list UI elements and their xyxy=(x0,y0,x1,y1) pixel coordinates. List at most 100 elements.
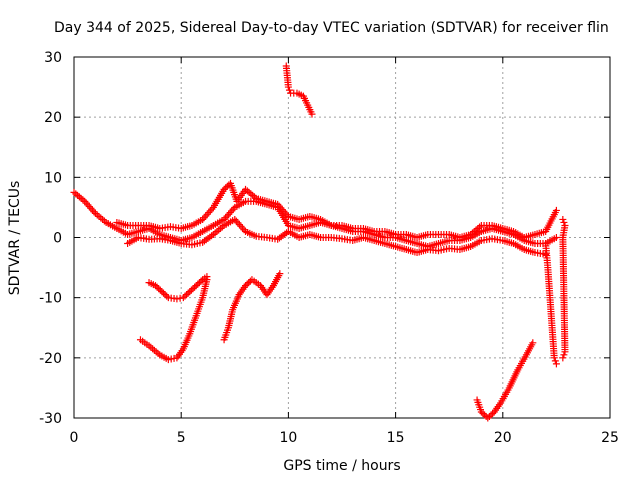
data-point xyxy=(81,197,89,205)
data-point xyxy=(481,411,489,419)
data-point xyxy=(276,270,284,278)
data-point xyxy=(181,292,189,300)
data-point xyxy=(228,207,236,215)
data-point xyxy=(82,199,90,207)
data-point xyxy=(220,185,228,193)
data-point xyxy=(283,211,291,219)
data-point xyxy=(203,210,211,218)
data-point xyxy=(163,292,171,300)
data-point xyxy=(479,409,487,417)
data-point xyxy=(191,283,199,291)
data-point xyxy=(222,184,230,192)
data-point xyxy=(160,289,168,297)
data-point xyxy=(84,201,92,209)
series-end-segment xyxy=(559,215,569,362)
chart-title: Day 344 of 2025, Sidereal Day-to-day VTE… xyxy=(54,20,609,36)
y-tick-labels: -30 -20 -10 0 10 20 30 xyxy=(39,50,62,427)
data-point xyxy=(155,285,163,293)
y-tick-label: -10 xyxy=(39,291,62,307)
data-point xyxy=(183,291,191,299)
data-point xyxy=(225,210,233,218)
series-late-arc xyxy=(473,339,537,422)
data-point xyxy=(199,215,207,223)
data-point xyxy=(156,286,164,294)
x-tick-labels: 0 5 10 15 20 25 xyxy=(70,430,619,446)
data-point xyxy=(223,212,231,220)
data-point xyxy=(308,110,316,118)
data-point xyxy=(208,205,216,213)
data-point xyxy=(277,204,285,212)
x-tick-label: 20 xyxy=(494,430,512,446)
data-point xyxy=(200,214,208,222)
series-lower-band xyxy=(124,215,550,258)
data-point xyxy=(238,224,246,232)
data-point xyxy=(184,289,192,297)
data-markers xyxy=(70,62,569,422)
data-point xyxy=(220,215,228,223)
data-point xyxy=(202,212,210,220)
data-point xyxy=(487,411,495,419)
data-point xyxy=(158,288,166,296)
series-lower-arc-1 xyxy=(145,273,211,303)
series-upper-band xyxy=(113,179,560,241)
data-point xyxy=(485,412,493,420)
data-point xyxy=(173,295,181,303)
data-point xyxy=(284,83,292,91)
data-point xyxy=(245,279,253,287)
x-tick-label: 25 xyxy=(601,430,619,446)
data-point xyxy=(552,206,560,214)
data-point xyxy=(243,280,251,288)
series-main-trend xyxy=(70,188,560,251)
data-point xyxy=(542,250,550,258)
x-tick-label: 0 xyxy=(70,430,79,446)
data-point xyxy=(278,206,286,214)
data-point xyxy=(205,209,213,217)
x-tick-label: 15 xyxy=(387,430,405,446)
series-steep-drop xyxy=(542,240,560,368)
data-point xyxy=(552,360,560,368)
y-tick-label: 10 xyxy=(44,170,62,186)
data-point xyxy=(560,351,568,359)
data-point xyxy=(559,354,567,362)
x-axis-label: GPS time / hours xyxy=(283,458,400,474)
data-point xyxy=(529,339,537,347)
data-point xyxy=(161,291,169,299)
data-point xyxy=(187,286,195,294)
data-point xyxy=(280,207,288,215)
data-point xyxy=(90,208,98,216)
data-point xyxy=(550,354,558,362)
y-tick-label: 20 xyxy=(44,110,62,126)
data-point xyxy=(559,215,567,223)
data-point xyxy=(242,282,250,290)
data-point xyxy=(176,294,184,302)
data-point xyxy=(223,182,231,190)
data-point xyxy=(179,294,187,302)
data-point xyxy=(189,285,197,293)
data-point xyxy=(151,282,159,290)
data-point xyxy=(484,414,492,422)
y-tick-label: -30 xyxy=(39,411,62,427)
data-point xyxy=(551,357,559,365)
data-point xyxy=(194,280,202,288)
data-point xyxy=(226,209,234,217)
data-point xyxy=(552,234,560,241)
data-point xyxy=(281,209,289,217)
data-point xyxy=(232,217,240,225)
x-tick-label: 10 xyxy=(279,430,297,446)
data-point xyxy=(240,226,248,234)
data-point xyxy=(88,206,96,214)
data-point xyxy=(235,221,243,229)
data-point xyxy=(222,214,230,222)
data-point xyxy=(275,202,283,210)
x-tick-label: 5 xyxy=(177,430,186,446)
data-point xyxy=(87,204,95,212)
data-point xyxy=(477,408,485,416)
data-point xyxy=(229,205,237,213)
series-lower-arc-3 xyxy=(220,270,284,344)
data-point xyxy=(195,279,203,287)
series-jump-arc xyxy=(282,62,316,118)
axis-ticks xyxy=(73,56,611,419)
data-point xyxy=(560,218,568,226)
y-tick-label: 30 xyxy=(44,50,62,66)
